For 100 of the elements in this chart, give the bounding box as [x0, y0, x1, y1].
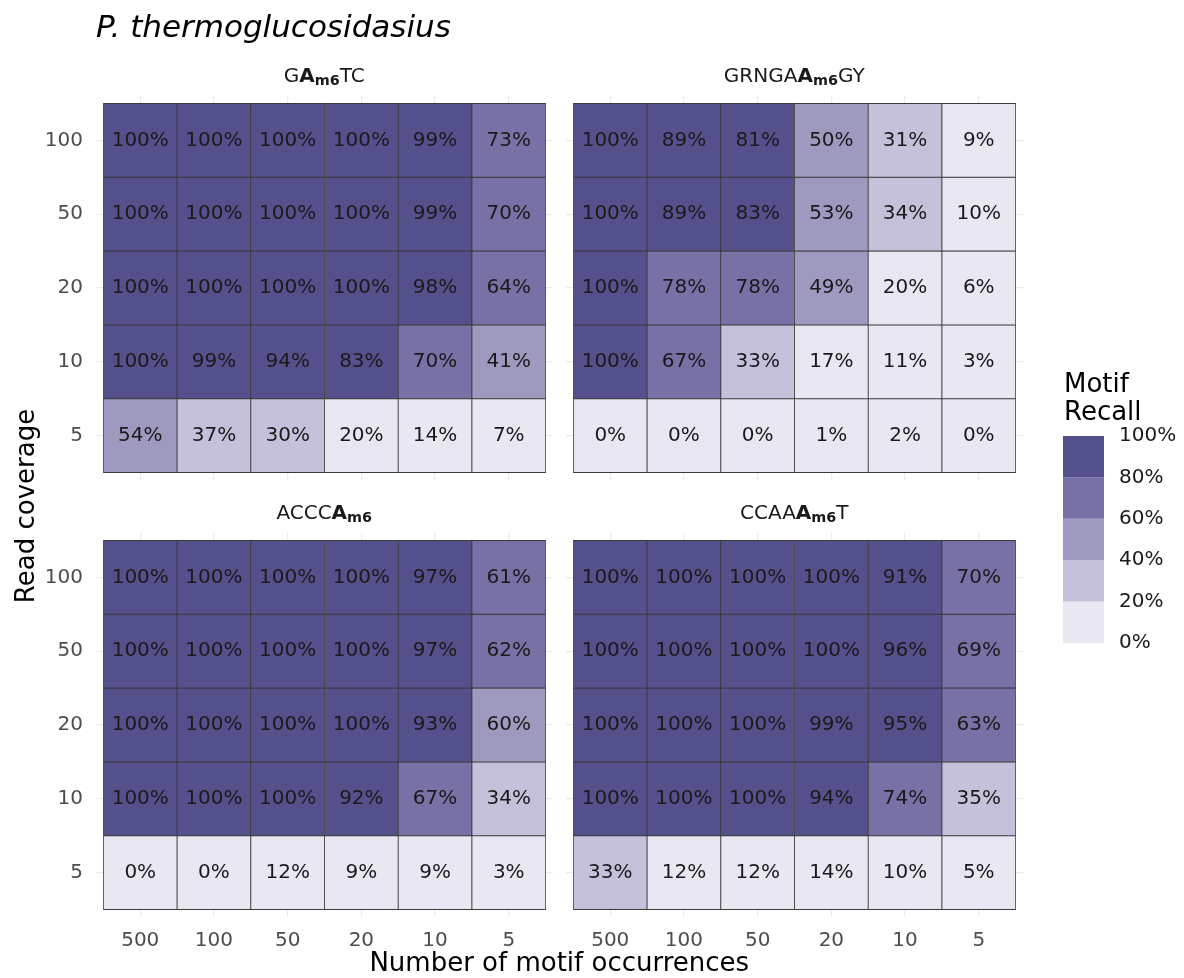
data-label: 99% — [809, 711, 854, 736]
data-label: 98% — [412, 274, 458, 299]
y-tick-label: 20 — [57, 274, 83, 299]
data-label: 100% — [185, 126, 243, 151]
data-label: 95% — [882, 711, 928, 736]
data-label: 100% — [655, 637, 713, 662]
chart-title: P. thermoglucosidasius — [96, 8, 451, 45]
data-label: 94% — [809, 785, 854, 810]
x-tick-label: 500 — [121, 927, 160, 952]
data-label: 63% — [956, 711, 1001, 736]
data-label: 70% — [486, 200, 531, 225]
chart-subtitle: GA$_{m6}$TC — [283, 62, 365, 88]
data-label: 100% — [259, 274, 317, 299]
data-label: 100% — [259, 711, 317, 736]
data-label: 20% — [339, 421, 384, 446]
data-label: 61% — [486, 563, 531, 588]
data-label: 0% — [198, 858, 230, 883]
data-label: 67% — [412, 785, 458, 810]
data-label: 0% — [741, 421, 774, 446]
data-label: 99% — [412, 126, 458, 151]
color-bar-label: 60% — [1119, 505, 1164, 529]
data-label: 100% — [185, 563, 243, 588]
chart-subtitle: CCAAA$_{m6}$T — [739, 499, 849, 525]
data-label: 100% — [185, 637, 243, 662]
data-label: 7% — [492, 421, 525, 446]
data-label: 54% — [118, 421, 163, 446]
data-label: 1% — [815, 421, 848, 446]
data-label: 99% — [412, 200, 458, 225]
data-label: 20% — [882, 274, 928, 299]
data-label: 9% — [419, 858, 451, 883]
data-label: 14% — [412, 421, 458, 446]
data-label: 97% — [412, 563, 458, 588]
data-label: 100% — [111, 563, 169, 588]
data-label: 17% — [809, 348, 854, 373]
x-tick-label: 5 — [972, 927, 986, 952]
data-label: 74% — [882, 785, 928, 810]
color-bar-label: 0% — [1119, 629, 1151, 654]
y-tick-label: 10 — [57, 348, 83, 373]
x-tick-label: 100 — [194, 927, 234, 952]
data-label: 41% — [486, 348, 531, 373]
data-label: 34% — [882, 200, 928, 225]
y-tick-label: 100 — [44, 563, 83, 588]
data-label: 14% — [809, 858, 854, 883]
data-label: 0% — [668, 421, 700, 446]
chart-subtitle: ACCCA$_{m6}$ — [276, 499, 373, 525]
data-label: 83% — [735, 200, 780, 225]
data-label: 89% — [661, 126, 707, 151]
data-label: 100% — [185, 274, 243, 299]
data-label: 100% — [581, 637, 639, 662]
data-label: 100% — [111, 348, 169, 373]
data-label: 64% — [486, 274, 531, 299]
data-label: 92% — [339, 785, 384, 810]
data-label: 100% — [259, 200, 317, 225]
x-tick-label: 50 — [274, 927, 301, 952]
data-label: 100% — [802, 637, 860, 662]
data-label: 100% — [259, 785, 317, 810]
data-label: 9% — [345, 858, 378, 883]
data-label: 100% — [581, 711, 639, 736]
data-label: 100% — [655, 785, 713, 810]
data-label: 100% — [581, 563, 639, 588]
data-label: 78% — [735, 274, 780, 299]
data-label: 91% — [882, 563, 928, 588]
data-label: 100% — [111, 200, 169, 225]
data-label: 6% — [962, 274, 995, 299]
x-tick-label: 10 — [892, 927, 918, 952]
x-tick-label: 20 — [818, 927, 845, 952]
data-label: 12% — [735, 858, 780, 883]
data-label: 0% — [594, 421, 627, 446]
data-label: 37% — [191, 421, 237, 446]
data-label: 100% — [729, 563, 787, 588]
data-label: 93% — [412, 711, 458, 736]
data-label: 69% — [956, 637, 1001, 662]
data-label: 99% — [191, 348, 237, 373]
data-label: 100% — [332, 711, 390, 736]
data-label: 81% — [735, 126, 780, 151]
data-label: 5% — [962, 858, 995, 883]
y-tick-label: 5 — [70, 421, 83, 446]
data-label: 2% — [889, 421, 921, 446]
data-label: 10% — [956, 200, 1001, 225]
data-label: 33% — [735, 348, 780, 373]
data-label: 100% — [655, 711, 713, 736]
data-label: 78% — [661, 274, 707, 299]
data-label: 94% — [265, 348, 310, 373]
data-label: 100% — [332, 126, 390, 151]
data-label: 12% — [661, 858, 707, 883]
data-label: 100% — [111, 274, 169, 299]
data-label: 0% — [962, 421, 995, 446]
data-label: 100% — [259, 563, 317, 588]
data-label: 31% — [882, 126, 928, 151]
y-tick-label: 5 — [70, 858, 83, 883]
data-label: 100% — [581, 200, 639, 225]
data-label: 53% — [809, 200, 854, 225]
data-label: 70% — [412, 348, 458, 373]
data-label: 62% — [486, 637, 531, 662]
color-bar-label: 80% — [1119, 463, 1164, 488]
data-label: 70% — [956, 563, 1001, 588]
data-label: 100% — [581, 126, 639, 151]
data-label: 100% — [332, 274, 390, 299]
data-label: 3% — [492, 858, 525, 883]
y-axis-title: Read coverage — [10, 408, 41, 604]
